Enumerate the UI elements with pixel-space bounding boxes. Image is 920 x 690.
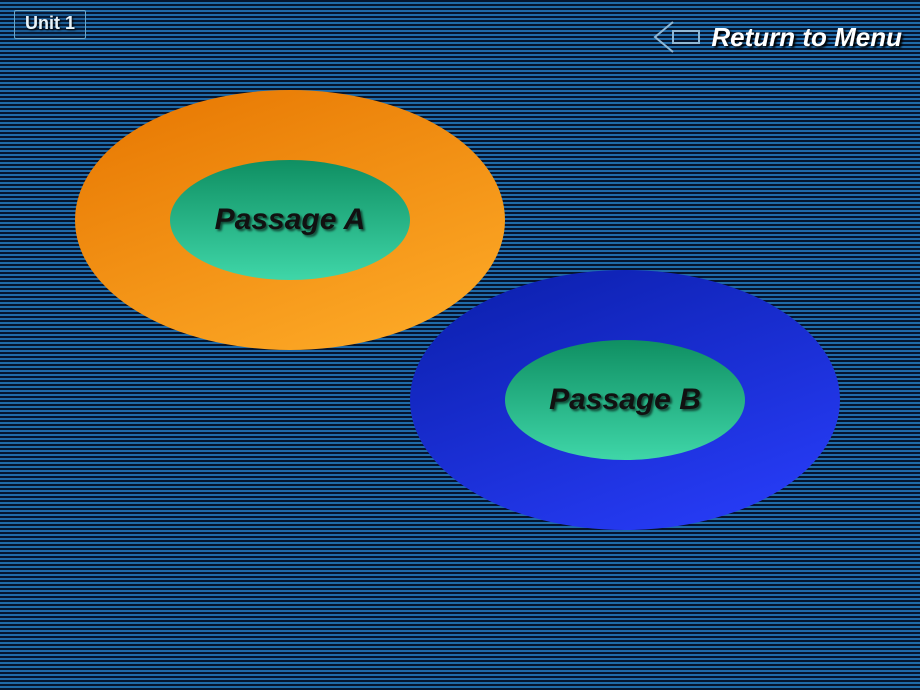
unit-badge: Unit 1 (14, 10, 86, 39)
passage-a-inner-ellipse: Passage A (170, 160, 410, 280)
arrow-left-icon (653, 20, 701, 54)
passage-b-label: Passage B (549, 383, 701, 417)
passage-a-label: Passage A (215, 203, 366, 237)
passage-b-inner-ellipse: Passage B (505, 340, 745, 460)
return-to-menu-label: Return to Menu (711, 22, 902, 53)
unit-label: Unit 1 (25, 13, 75, 33)
slide-stage: Unit 1 Return to Menu Passage A Passage B (0, 0, 920, 690)
return-to-menu-button[interactable]: Return to Menu (653, 20, 902, 54)
